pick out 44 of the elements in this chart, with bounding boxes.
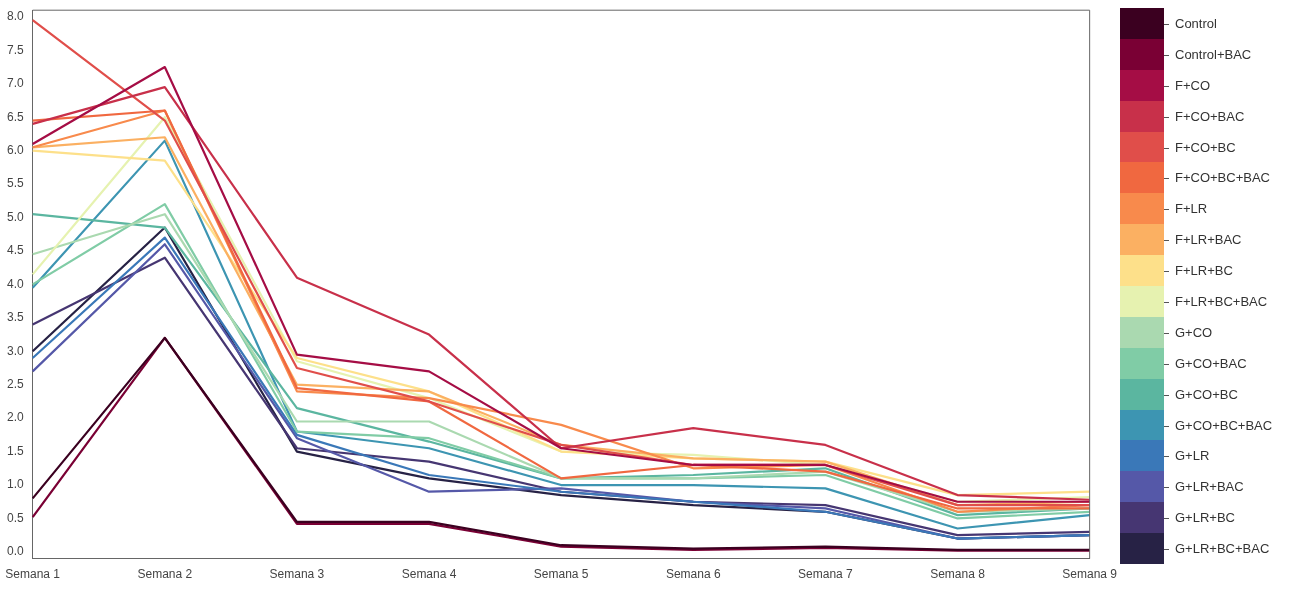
x-tick-label: Semana 6 [665,567,721,582]
x-tick-label: Semana 5 [533,567,589,582]
legend-label: F+CO+BC+BAC [1174,170,1271,186]
legend-label: G+CO+BAC [1174,355,1247,371]
legend-label: G+LR+BAC [1174,479,1244,495]
y-tick-label: 7.0 [6,76,24,91]
legend-label: F+LR+BC+BAC [1174,293,1268,309]
legend-label: F+LR+BAC [1174,232,1242,248]
legend-label: F+CO [1174,77,1211,93]
legend-label: F+CO+BAC [1174,108,1245,124]
y-tick-label: 2.5 [6,377,24,392]
legend-label: G+LR [1174,448,1210,464]
y-tick-label: 5.0 [6,209,24,224]
legend-label: F+LR [1174,201,1208,217]
x-tick-label: Semana 4 [401,567,457,582]
y-tick-label: 0.0 [6,544,24,559]
legend-label: G+LR+BC [1174,510,1235,526]
legend-label: G+LR+BC+BAC [1174,541,1270,557]
x-tick-label: Semana 2 [137,567,193,582]
y-tick-label: 2.0 [6,410,24,425]
y-tick-label: 6.5 [6,109,24,124]
y-tick-label: 8.0 [6,9,24,24]
y-tick-label: 3.5 [6,310,24,325]
legend-label: Control+BAC [1174,46,1252,62]
legend-label: F+LR+BC [1174,263,1233,279]
legend-label: G+CO+BC [1174,386,1238,402]
y-tick-label: 1.0 [6,477,24,492]
x-tick-label: Semana 8 [930,567,986,582]
y-tick-label: 4.0 [6,276,24,291]
legend-label: Control [1174,15,1217,31]
x-tick-label: Semana 1 [5,567,61,582]
x-tick-label: Semana 3 [269,567,325,582]
x-tick-label: Semana 7 [798,567,854,582]
y-tick-label: 6.0 [6,142,24,157]
legend-label: F+CO+BC [1174,139,1236,155]
y-tick-label: 3.0 [6,343,24,358]
y-tick-label: 0.5 [6,510,24,525]
y-tick-label: 1.5 [6,443,24,458]
x-tick-label: Semana 9 [1062,567,1118,582]
y-tick-label: 4.5 [6,243,24,258]
y-tick-label: 5.5 [6,176,24,191]
y-tick-label: 7.5 [6,42,24,57]
legend-label: G+CO+BC+BAC [1174,417,1273,433]
legend-label: G+CO [1174,324,1213,340]
